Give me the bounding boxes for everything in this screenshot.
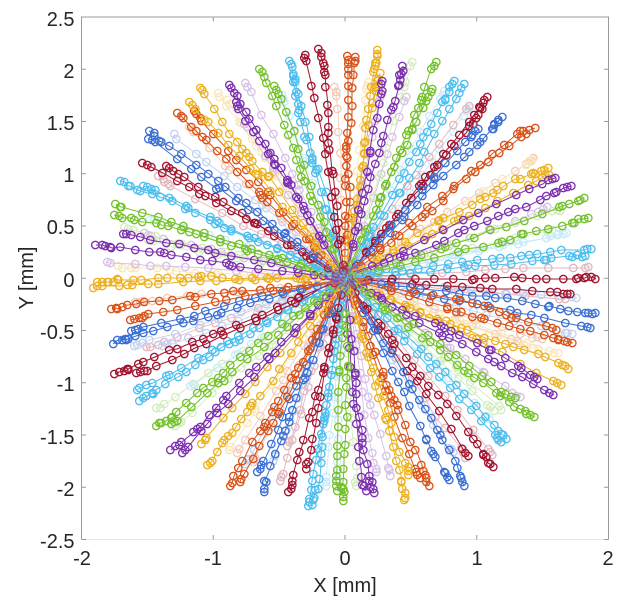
svg-text:1: 1 [471,548,482,570]
svg-text:2: 2 [602,548,613,570]
svg-text:2.5: 2.5 [47,9,75,31]
svg-text:-1.5: -1.5 [40,427,74,449]
svg-text:-2.5: -2.5 [40,531,74,553]
svg-text:2: 2 [63,61,74,83]
svg-text:1: 1 [63,165,74,187]
svg-text:0.5: 0.5 [47,217,75,239]
svg-text:0: 0 [63,270,74,292]
svg-text:Y [mm]: Y [mm] [16,247,38,310]
svg-text:-1: -1 [57,374,75,396]
svg-text:-2: -2 [73,548,91,570]
svg-text:1.5: 1.5 [47,113,75,135]
svg-text:-0.5: -0.5 [40,322,74,344]
svg-text:-1: -1 [204,548,222,570]
svg-text:0: 0 [339,548,350,570]
svg-text:-2: -2 [57,479,75,501]
svg-text:X [mm]: X [mm] [313,575,376,597]
